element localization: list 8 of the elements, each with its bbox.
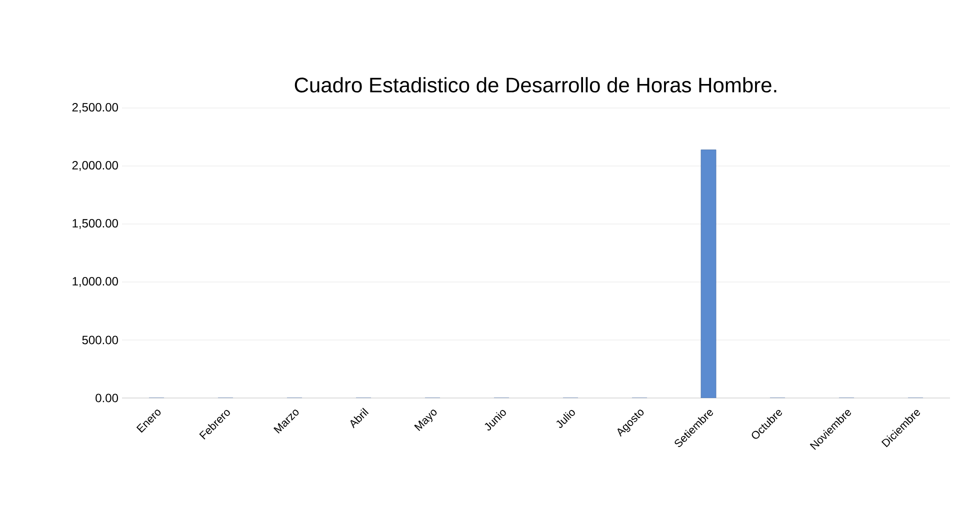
y-tick-label: 0.00 <box>96 394 118 402</box>
y-tick-label: 2,500.00 <box>72 103 118 113</box>
y-tick-label: 1,500.00 <box>72 219 118 229</box>
x-tick-label: Julio <box>556 410 575 428</box>
chart-title: Cuadro Estadistico de Desarrollo de Horas Hombre. <box>294 77 776 92</box>
y-tick-label: 500.00 <box>82 336 118 344</box>
y-tick-label: 1,000.00 <box>72 277 118 287</box>
y-tick-label: 2,000.00 <box>72 161 118 171</box>
